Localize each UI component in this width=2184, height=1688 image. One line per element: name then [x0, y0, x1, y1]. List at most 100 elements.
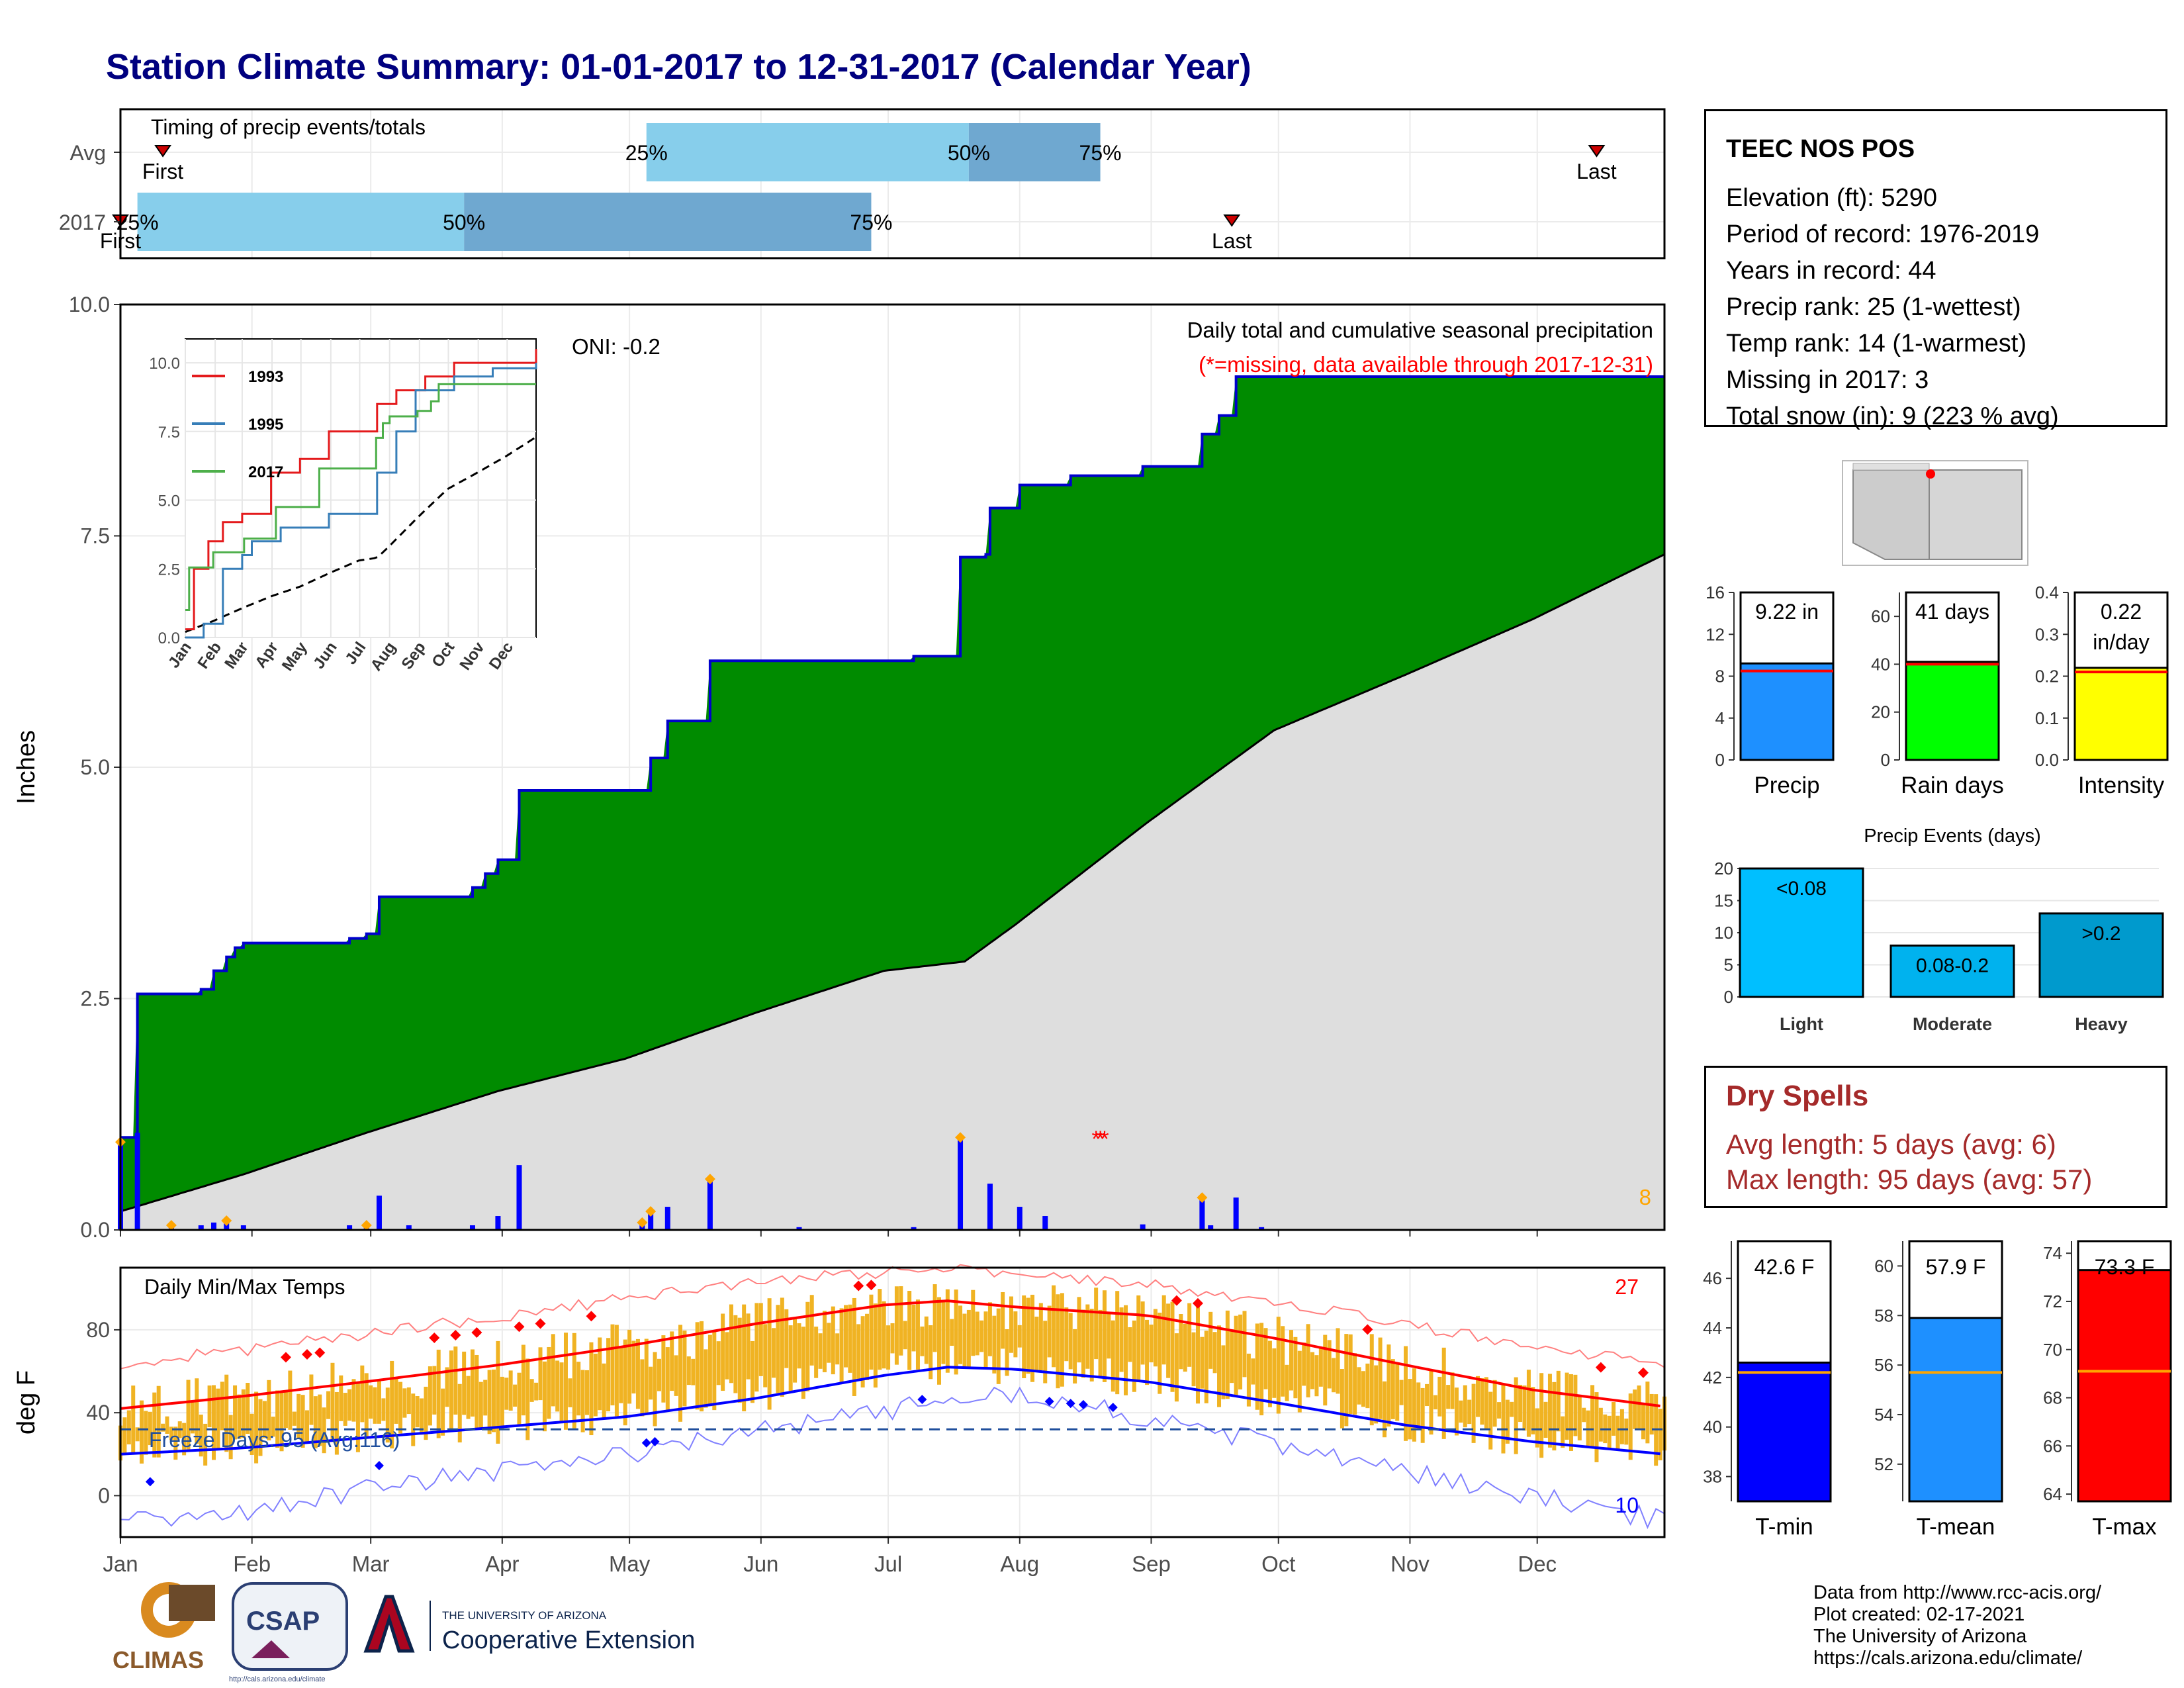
daily-temp-bar: [318, 1394, 322, 1446]
daily-temp-bar: [983, 1311, 988, 1368]
summary-value-label-Precip: 9.22 in: [1755, 600, 1819, 624]
daily-precip-bar: [211, 1222, 217, 1230]
daily-precip-marker: [645, 1206, 657, 1217]
cumulative-above-average-area: [120, 377, 1664, 1211]
daily-temp-bar: [207, 1385, 212, 1428]
daily-temp-bar: [441, 1388, 445, 1436]
daily-temp-bar: [971, 1289, 976, 1356]
daily-temp-bar: [283, 1391, 288, 1429]
summary-ytick-label-Rain days: 20: [1871, 702, 1890, 722]
summary-category-Precip: Precip: [1754, 773, 1819, 798]
daily-temp-bar: [924, 1316, 929, 1364]
daily-temp-bar: [691, 1358, 696, 1385]
daily-temp-bar: [1191, 1332, 1196, 1387]
daily-temp-bar: [1497, 1402, 1502, 1419]
daily-temp-bar: [700, 1321, 704, 1412]
inset-legend-label-1993: 1993: [248, 368, 283, 386]
daily-temp-bar: [195, 1378, 199, 1444]
daily-temp-bar: [1259, 1323, 1264, 1416]
inset-series-2017: [185, 383, 536, 611]
precip-events-bar-Light: [1739, 867, 1864, 998]
daily-temp-bar: [839, 1308, 844, 1384]
record-low-count: 10: [1615, 1493, 1639, 1517]
daily-temp-bar: [271, 1417, 275, 1437]
record-low-marker: [1044, 1397, 1054, 1407]
precip-events-ytick-label: 10: [1714, 923, 1733, 943]
daily-temp-bar: [203, 1423, 208, 1466]
daily-temp-bar: [1085, 1304, 1090, 1369]
precip-events-value-label-Light: <0.08: [1776, 878, 1827, 900]
summary-bar-Precip: [1739, 662, 1835, 761]
daily-temp-bar: [1098, 1309, 1103, 1377]
daily-temp-bar: [1272, 1348, 1277, 1398]
daily-temp-bar: [508, 1370, 513, 1411]
summary-value-label-T-max: 73.3 F: [2095, 1255, 2155, 1279]
temp-summary-bars: 42.6 F 38 40 42 44 46 T-min 57.9 F 52 54 56 58 60 T-m…: [1703, 1240, 2172, 1540]
daily-temp-bar: [1111, 1320, 1115, 1392]
cumulative-2017-line: [120, 375, 1664, 1139]
daily-precip-marker: [637, 1217, 648, 1228]
daily-temp-bar: [1369, 1334, 1374, 1426]
daily-temp-bar: [568, 1378, 572, 1407]
missing-data-marker: *: [1096, 1127, 1105, 1152]
daily-precip-bar: [796, 1227, 802, 1230]
csap-wordmark: CSAP: [246, 1607, 320, 1636]
daily-temp-bar: [1332, 1358, 1336, 1393]
daily-precip-bar: [406, 1225, 412, 1230]
main-plot-border: [119, 303, 1666, 1231]
daily-temp-bar: [1183, 1323, 1187, 1372]
daily-precip-bar: [1042, 1216, 1048, 1230]
daily-temp-bar: [911, 1304, 916, 1352]
daily-temp-bar: [772, 1328, 776, 1378]
daily-temp-bar: [487, 1370, 492, 1434]
daily-temp-bar: [233, 1385, 238, 1440]
daily-temp-bar: [1501, 1383, 1506, 1454]
record-low-marker: [641, 1438, 651, 1448]
missing-data-marker: *: [1100, 1127, 1109, 1152]
daily-temp-bar: [1594, 1392, 1599, 1462]
daily-precip-bar: [648, 1211, 654, 1230]
daily-temp-bar: [1463, 1385, 1467, 1428]
timing-25-label-avg: 25%: [625, 141, 668, 165]
daily-temp-bar: [1102, 1290, 1107, 1382]
daily-temp-bar: [1645, 1382, 1650, 1444]
daily-temp-bar: [538, 1347, 543, 1401]
daily-temp-bar: [1399, 1380, 1404, 1405]
daily-temp-bar: [937, 1297, 942, 1385]
daily-temp-bar: [1034, 1317, 1039, 1371]
daily-precip-bar: [911, 1227, 917, 1230]
daily-temp-bar: [848, 1304, 852, 1373]
daily-temp-bar: [1590, 1385, 1595, 1447]
month-label-Mar: Mar: [352, 1552, 390, 1576]
daily-temp-bar: [126, 1410, 131, 1444]
daily-temp-bar: [644, 1338, 649, 1414]
ua-small-wordmark: THE UNIVERSITY OF ARIZONA: [442, 1609, 607, 1622]
daily-temp-bar: [814, 1327, 819, 1378]
daily-temp-bar: [920, 1326, 925, 1356]
daily-temp-bar: [619, 1347, 623, 1403]
daily-temp-bar: [334, 1391, 339, 1455]
temp-ytick-label: 0: [98, 1483, 110, 1507]
record-low-marker: [650, 1436, 660, 1446]
daily-precip-bar: [469, 1225, 475, 1230]
summary-category-T-mean: T-mean: [1917, 1514, 1995, 1540]
daily-temp-bar: [695, 1322, 700, 1410]
daily-temp-bar: [1607, 1415, 1612, 1450]
daily-temp-bar: [411, 1393, 416, 1446]
timing-last-label-y2017: Last: [1212, 229, 1252, 253]
timing-plot-border: [119, 108, 1666, 259]
daily-temp-bar: [161, 1423, 165, 1432]
daily-temp-bar: [1238, 1314, 1243, 1389]
daily-temp-bar: [585, 1370, 590, 1415]
daily-temp-bar: [529, 1379, 534, 1402]
dry-spells-avg: Avg length: 5 days (avg: 6): [1726, 1129, 2056, 1160]
daily-temp-bar: [1561, 1416, 1565, 1448]
record-high-marker: [280, 1352, 291, 1363]
daily-temp-bar: [339, 1375, 343, 1421]
daily-temp-bar: [1081, 1309, 1085, 1378]
daily-temp-bar: [606, 1338, 611, 1412]
daily-temp-bar: [1552, 1382, 1557, 1451]
daily-temp-bar: [729, 1304, 733, 1383]
main-y-axis-label: Inches: [13, 730, 40, 804]
